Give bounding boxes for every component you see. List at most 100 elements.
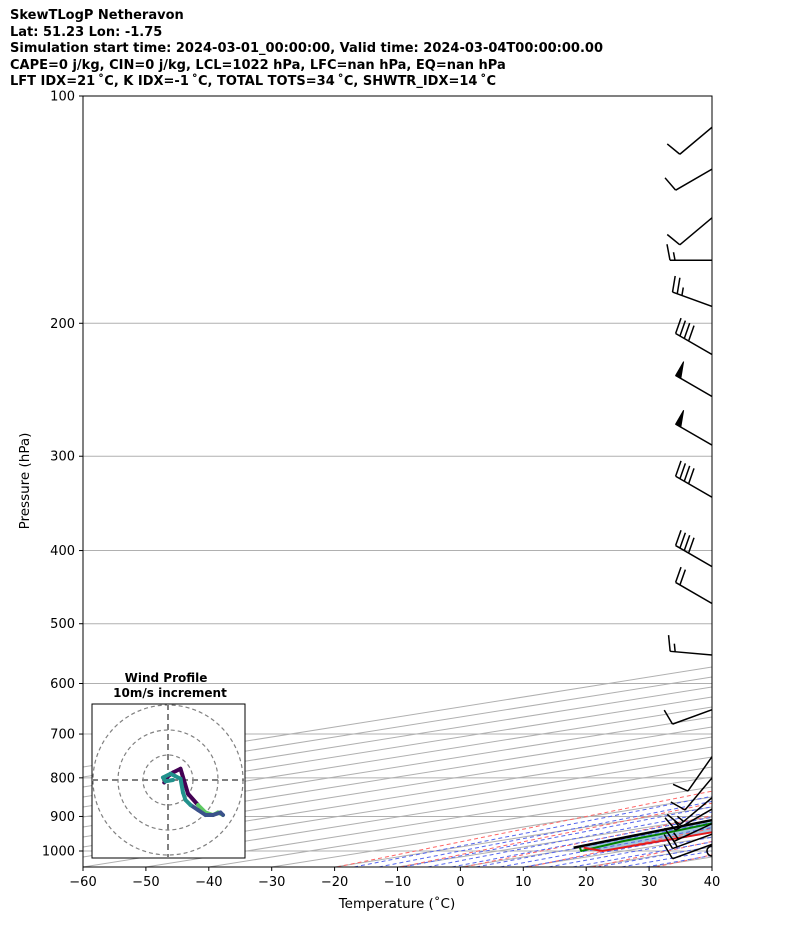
hodograph-inset: Wind Profile 10m/s increment <box>91 671 246 859</box>
barb-full <box>663 834 674 849</box>
barb-full <box>676 277 681 294</box>
wind-barb <box>664 808 712 831</box>
isotherm-line <box>83 676 712 778</box>
wind-barb <box>663 822 712 843</box>
x-tick-label: 30 <box>641 875 658 890</box>
x-tick-label: −20 <box>321 875 348 890</box>
barb-staff <box>675 423 712 446</box>
barb-full <box>683 534 691 551</box>
wind-barb <box>667 635 712 656</box>
barb-staff <box>675 332 712 356</box>
y-tick-label: 600 <box>50 677 75 692</box>
barb-staff <box>679 797 712 826</box>
y-axis-ticks: 100 200 300 400 500 600 700 800 900 1000 <box>42 90 83 860</box>
barb-full <box>674 317 682 334</box>
barb-staff <box>684 777 712 811</box>
barb-half <box>676 815 685 823</box>
wind-barb <box>674 361 712 398</box>
dry-adiabat-line <box>336 790 712 867</box>
x-tick-label: 20 <box>578 875 595 890</box>
wind-barb <box>674 460 712 498</box>
x-tick-label: 0 <box>456 875 464 890</box>
isotherm-line <box>83 706 712 808</box>
barb-staff <box>675 808 712 831</box>
barb-staff <box>679 217 712 246</box>
y-tick-label: 400 <box>50 544 75 559</box>
hodograph-trace <box>161 766 225 817</box>
y-tick-label: 1000 <box>42 845 75 860</box>
barb-half <box>674 820 681 829</box>
dry-adiabat-line <box>783 96 794 867</box>
y-tick-label: 300 <box>50 450 75 465</box>
wind-barb <box>663 843 712 860</box>
barb-staff <box>672 291 712 308</box>
hodograph-segment <box>186 791 200 807</box>
barb-full <box>666 143 681 155</box>
barb-full <box>663 844 674 860</box>
y-axis-label: Pressure (hPa) <box>17 433 33 530</box>
barb-full <box>679 463 687 480</box>
isotherm-line <box>775 96 794 867</box>
hodograph-title: Wind Profile <box>125 671 208 685</box>
barb-full <box>664 177 677 191</box>
isotherm-line <box>83 736 712 838</box>
x-tick-label: −10 <box>384 875 411 890</box>
barb-flag <box>674 361 685 380</box>
barb-full <box>687 468 695 485</box>
y-tick-label: 100 <box>50 90 75 105</box>
barb-staff <box>675 374 712 398</box>
barb-full <box>671 275 676 293</box>
wind-barb <box>666 217 712 246</box>
isotherm-line <box>83 726 712 828</box>
x-tick-label: 10 <box>515 875 532 890</box>
wind-barb <box>663 709 712 725</box>
wind-barb <box>666 244 712 261</box>
barb-staff <box>675 475 712 498</box>
y-tick-label: 800 <box>50 771 75 786</box>
barb-full <box>667 635 671 652</box>
isotherm-line <box>83 716 712 818</box>
barb-full <box>679 532 687 549</box>
wind-barb <box>664 168 712 191</box>
barb-staff <box>675 168 712 191</box>
barb-staff <box>672 709 712 725</box>
y-tick-label: 200 <box>50 317 75 332</box>
barb-full <box>674 529 682 546</box>
barb-full <box>664 817 677 831</box>
barb-full <box>679 320 687 337</box>
barb-staff <box>679 126 712 155</box>
header-location: Lat: 51.23 Lon: -1.75 <box>10 24 163 40</box>
header-times: Simulation start time: 2024-03-01_00:00:… <box>10 41 603 56</box>
wind-barbs <box>663 126 712 860</box>
barb-staff <box>687 756 712 792</box>
y-tick-label: 500 <box>50 617 75 632</box>
wind-barb <box>674 317 712 356</box>
moist-adiabat-line <box>354 795 712 867</box>
barb-half <box>672 252 676 261</box>
barb-flag <box>674 410 685 428</box>
barb-full <box>687 325 695 342</box>
wind-barb <box>670 777 712 811</box>
hodograph-rings <box>92 704 245 858</box>
isotherm-line <box>83 696 712 798</box>
calm-circle <box>706 845 712 857</box>
barb-staff <box>673 822 712 843</box>
barb-full <box>687 537 695 554</box>
wind-barb <box>666 797 712 826</box>
hodograph-segment <box>163 778 175 784</box>
hodograph-segment <box>178 776 185 795</box>
barb-half <box>673 832 680 840</box>
y-tick-label: 700 <box>50 728 75 743</box>
hodograph-subtitle: 10m/s increment <box>113 686 227 700</box>
x-tick-label: −60 <box>69 875 96 890</box>
hodograph-segment <box>178 766 190 796</box>
barb-full <box>666 813 681 826</box>
barb-full <box>683 322 691 339</box>
wind-barb <box>706 845 712 857</box>
wind-barb <box>671 275 712 308</box>
x-tick-label: −50 <box>132 875 159 890</box>
isotherm-line <box>711 866 712 867</box>
x-tick-label: 40 <box>704 875 721 890</box>
wind-barb <box>672 756 712 792</box>
